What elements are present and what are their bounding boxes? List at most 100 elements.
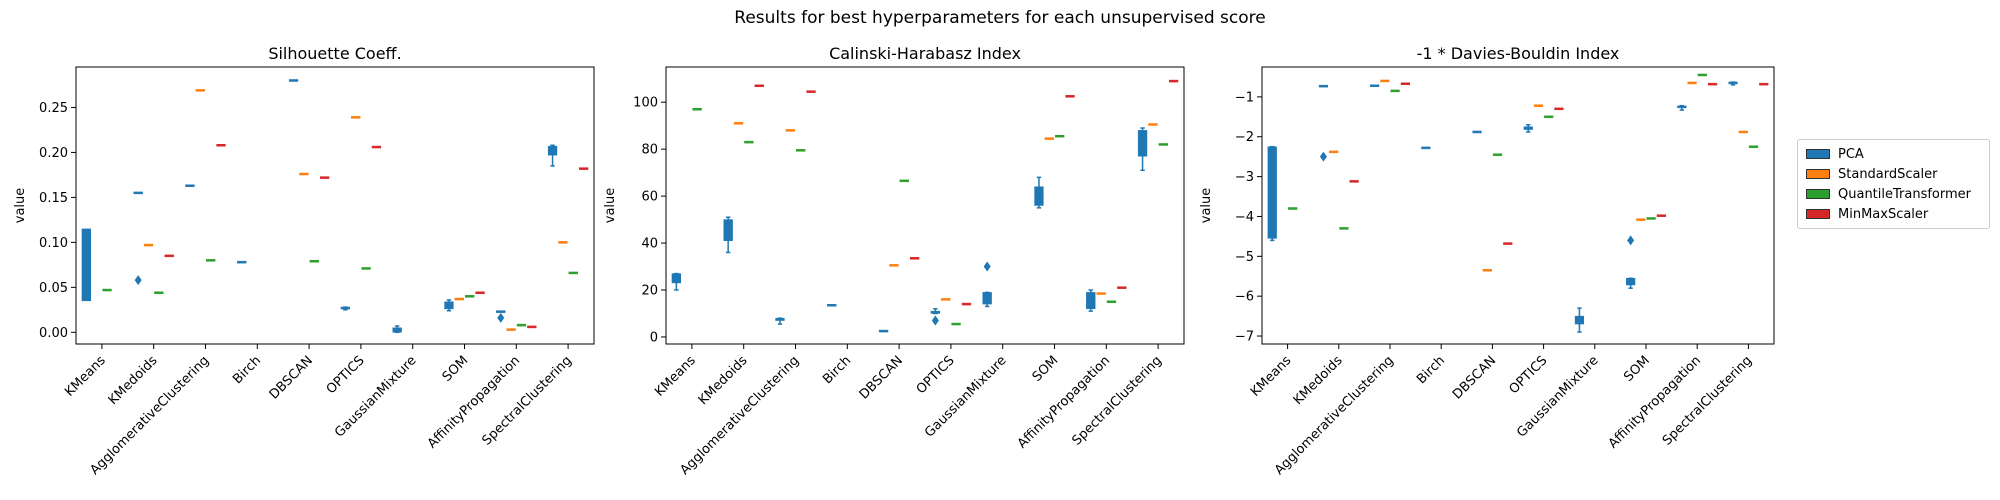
x-tick-label-spectralclustering: SpectralClustering xyxy=(1070,353,1165,448)
box-pca-agglomerativeclustering xyxy=(1370,84,1380,87)
box-body xyxy=(1554,107,1564,111)
y-tick-label: 0.20 xyxy=(39,146,68,161)
chart-panel-1: Silhouette Coeff. value 0.00 0.05 0.10 0.15 0.… xyxy=(13,44,595,478)
box-standardscaler-optics xyxy=(1533,104,1544,107)
box-body xyxy=(1288,207,1298,210)
box-pca-birch xyxy=(237,260,247,264)
box-pca-affinitypropagation xyxy=(496,310,506,313)
y-tick-label: −3 xyxy=(1235,170,1254,185)
box-minmaxscaler-agglomerativeclustering xyxy=(1400,82,1410,85)
box-body xyxy=(1759,82,1769,86)
box-body xyxy=(195,89,205,92)
box-quantiletransformer-kmedoids xyxy=(744,140,754,144)
x-tick-label-dbscan: DBSCAN xyxy=(267,353,316,402)
box-body xyxy=(1421,146,1431,150)
box-quantiletransformer-affinitypropagation xyxy=(516,323,527,327)
box-pca-optics xyxy=(340,306,351,311)
x-tick-label-som: SOM xyxy=(1030,353,1062,385)
y-tick-label: −7 xyxy=(1235,330,1254,345)
box-pca-gaussianmixture xyxy=(1574,307,1585,333)
box-body xyxy=(1748,145,1759,148)
box-minmaxscaler-kmedoids xyxy=(164,254,174,258)
box-body xyxy=(578,167,589,170)
box-body xyxy=(496,310,506,313)
box-pca-som xyxy=(1034,176,1044,209)
box-body xyxy=(299,172,309,176)
box-standardscaler-affinitypropagation xyxy=(1096,292,1106,295)
legend-swatch-standardscaler xyxy=(1806,169,1830,179)
box-pca-affinitypropagation xyxy=(1677,104,1687,111)
x-tick-label-dbscan: DBSCAN xyxy=(1450,353,1499,402)
box-minmaxscaler-affinitypropagation xyxy=(1117,286,1127,289)
box-minmaxscaler-optics xyxy=(961,302,972,306)
box-body xyxy=(733,122,744,125)
box-minmaxscaler-spectralclustering xyxy=(578,167,589,170)
box-standardscaler-optics xyxy=(351,116,361,119)
box-body xyxy=(1117,286,1127,289)
box-body xyxy=(237,260,247,264)
box-body xyxy=(392,327,402,333)
legend-item-minmaxscaler: MinMaxScaler xyxy=(1806,204,1981,224)
y-tick-label: 0.25 xyxy=(39,101,68,116)
box-body xyxy=(185,184,195,187)
x-tick-label-birch: Birch xyxy=(1414,353,1448,387)
box-body xyxy=(692,108,702,111)
box-body xyxy=(1544,115,1554,119)
y-tick-label: −4 xyxy=(1235,210,1254,225)
box-body xyxy=(1533,104,1544,107)
box-standardscaler-som xyxy=(1636,218,1646,221)
box-body xyxy=(1380,79,1390,83)
box-minmaxscaler-affinitypropagation xyxy=(527,325,537,329)
box-standardscaler-spectralclustering xyxy=(1148,123,1158,126)
legend-item-pca: PCA xyxy=(1806,144,1981,164)
box-body xyxy=(1339,227,1349,230)
chart-panel-2: Calinski-Harabasz Index value 0 20 40 60 80 100… xyxy=(603,44,1185,478)
box-body xyxy=(361,267,371,270)
box-standardscaler-kmedoids xyxy=(143,243,154,247)
box-standardscaler-agglomerativeclustering xyxy=(785,129,795,132)
x-tick-label-affinitypropagation: AffinityPropagation xyxy=(425,353,523,451)
box-body xyxy=(527,325,537,329)
box-body xyxy=(340,306,351,310)
box-body xyxy=(465,295,475,298)
chart-title: Calinski-Harabasz Index xyxy=(829,44,1021,63)
box-body xyxy=(1697,73,1707,77)
box-minmaxscaler-dbscan xyxy=(319,176,330,179)
x-tick-label-kmeans: KMeans xyxy=(62,353,109,400)
box-body xyxy=(1492,153,1503,156)
box-body xyxy=(154,291,164,294)
box-body xyxy=(1168,79,1179,83)
x-tick-label-optics: OPTICS xyxy=(914,353,958,397)
box-body xyxy=(1106,300,1117,303)
box-body xyxy=(102,288,112,292)
outlier-pca-optics xyxy=(931,315,939,326)
y-tick-label: 0 xyxy=(650,330,658,345)
box-pca-optics xyxy=(1523,124,1533,133)
x-tick-label-birch: Birch xyxy=(820,353,854,387)
box-quantiletransformer-agglomerativeclustering xyxy=(1390,89,1400,93)
box-body xyxy=(1687,81,1697,85)
box-pca-som xyxy=(1626,277,1636,289)
box-standardscaler-agglomerativeclustering xyxy=(195,89,205,92)
box-body xyxy=(1523,126,1533,130)
chart-title: Silhouette Coeff. xyxy=(268,44,401,63)
box-body xyxy=(754,84,764,88)
box-pca-spectralclustering xyxy=(1728,81,1738,86)
box-body xyxy=(1267,146,1277,239)
box-minmaxscaler-optics xyxy=(371,145,382,149)
box-pca-gaussianmixture xyxy=(392,325,402,334)
box-pca-kmedoids xyxy=(1318,84,1329,88)
box-quantiletransformer-dbscan xyxy=(1492,153,1503,156)
outlier-pca-gaussianmixture xyxy=(983,261,991,272)
figure-title: Results for best hyperparameters for eac… xyxy=(734,8,1266,28)
box-body xyxy=(206,259,216,262)
box-standardscaler-spectralclustering xyxy=(1738,130,1748,134)
box-body xyxy=(547,145,558,156)
box-pca-dbscan xyxy=(1472,130,1482,134)
box-standardscaler-kmedoids xyxy=(733,122,744,125)
box-body xyxy=(1400,82,1410,85)
box-quantiletransformer-som xyxy=(1055,135,1065,138)
y-axis-label: value xyxy=(1199,188,1214,224)
box-body xyxy=(796,149,806,152)
box-quantiletransformer-dbscan xyxy=(899,179,909,183)
